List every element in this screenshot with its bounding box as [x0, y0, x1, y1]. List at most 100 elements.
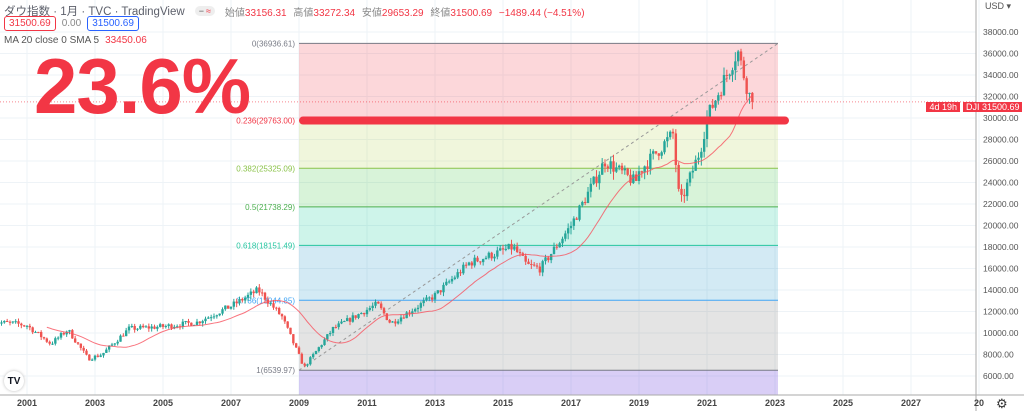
candle [314, 351, 318, 355]
candle [71, 330, 74, 339]
candle [141, 325, 145, 328]
price-tick-label: 8000.00 [983, 350, 1014, 360]
candle [351, 315, 355, 322]
candle [255, 287, 258, 294]
fib-level-label: 0.786(13044.85) [236, 296, 295, 305]
candle [243, 297, 247, 301]
candle [28, 325, 32, 328]
candle [467, 262, 471, 265]
candle [59, 333, 63, 338]
candle [283, 316, 287, 322]
candle [629, 174, 632, 184]
candle [685, 182, 689, 197]
candle [362, 312, 366, 315]
candle [130, 325, 134, 327]
fib-level-label: 0.382(25325.09) [236, 164, 295, 173]
time-tick-label: 2027 [901, 398, 921, 408]
time-tick-label: 2009 [289, 398, 309, 408]
candle [156, 326, 159, 329]
candle [430, 297, 434, 300]
candle [184, 321, 187, 323]
candle [425, 297, 428, 301]
candle [326, 334, 329, 340]
candle [700, 151, 703, 158]
candle [277, 308, 281, 315]
candle [572, 218, 576, 226]
candle [113, 343, 117, 345]
candle [428, 297, 431, 299]
time-tick-label: 2025 [833, 398, 853, 408]
candle [719, 95, 723, 97]
candle [589, 183, 593, 192]
candle [413, 309, 417, 312]
candle [646, 166, 649, 170]
candle [31, 327, 34, 333]
candle [65, 331, 68, 335]
legend-toggle-button[interactable]: − ≈ [194, 6, 215, 16]
candle [513, 246, 516, 250]
candle [632, 174, 635, 184]
fib-zone [299, 300, 778, 371]
candle [297, 347, 301, 354]
fib-level-label: 0.236(29763.00) [236, 117, 295, 126]
candle [481, 259, 485, 263]
candle [3, 320, 6, 323]
candle [20, 323, 23, 326]
fib-level-label: 1(6539.97) [256, 366, 295, 375]
candle [337, 323, 340, 328]
symbol-title[interactable]: ダウ指数 · 1月 · TVC · TradingView [4, 6, 185, 18]
currency-selector[interactable]: USD ▾ [985, 1, 1012, 11]
candle [566, 228, 570, 234]
candle [48, 341, 51, 344]
candle [309, 357, 312, 365]
candle [207, 317, 210, 319]
candle [654, 151, 658, 154]
candle [76, 342, 80, 344]
candle [609, 161, 612, 169]
candle [73, 338, 77, 343]
candle [110, 344, 114, 346]
candle [399, 317, 403, 322]
candle [88, 354, 91, 361]
buy-button[interactable]: 31500.69 [87, 16, 139, 31]
candle [600, 163, 604, 175]
ma-indicator-legend[interactable]: MA 20 close 0 SMA 5 33450.06 [4, 35, 147, 46]
candle [748, 92, 751, 94]
candle [85, 350, 88, 355]
candle [133, 325, 136, 330]
tradingview-logo-icon[interactable]: TV [4, 371, 24, 391]
candle [226, 305, 230, 309]
price-tick-label: 22000.00 [983, 199, 1019, 209]
annotation-text: 23.6% [34, 42, 251, 130]
sell-button[interactable]: 31500.69 [4, 16, 56, 31]
settings-gear-icon[interactable]: ⚙ [996, 396, 1008, 411]
candle [663, 141, 666, 153]
candle [354, 315, 357, 318]
price-tick-label: 26000.00 [983, 156, 1019, 166]
candle [634, 174, 638, 181]
candle [241, 298, 244, 301]
candle [360, 312, 363, 315]
candle [578, 205, 581, 220]
candle [683, 194, 686, 197]
time-tick-label: 2011 [357, 398, 377, 408]
candle [388, 320, 391, 323]
candle [592, 176, 595, 184]
price-tick-label: 38000.00 [983, 27, 1019, 37]
candle [340, 321, 343, 324]
candle [368, 308, 372, 310]
candle [122, 335, 125, 337]
candle [484, 257, 488, 260]
candle [167, 324, 170, 327]
candle [79, 343, 83, 348]
candle [102, 352, 105, 356]
candle [717, 95, 720, 101]
candle [252, 291, 255, 294]
candle [127, 326, 131, 331]
candle [742, 60, 746, 79]
candle [637, 171, 641, 181]
candle [62, 333, 66, 335]
fib-zone [299, 43, 778, 121]
candle [688, 172, 692, 183]
